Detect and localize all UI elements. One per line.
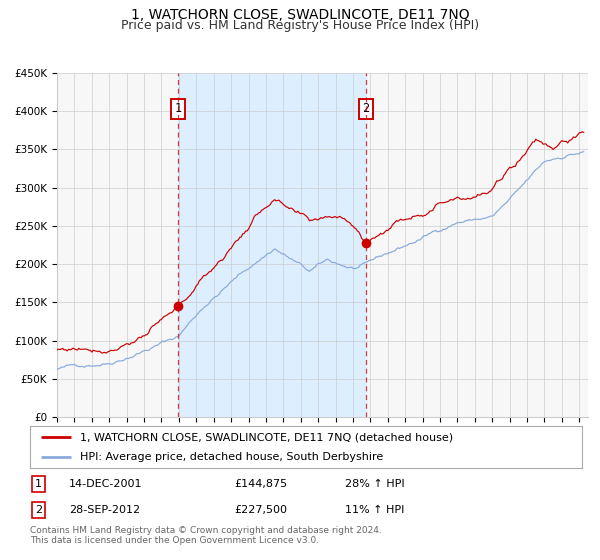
Text: 11% ↑ HPI: 11% ↑ HPI [344, 505, 404, 515]
Text: HPI: Average price, detached house, South Derbyshire: HPI: Average price, detached house, Sout… [80, 452, 383, 462]
Text: 28% ↑ HPI: 28% ↑ HPI [344, 479, 404, 489]
Text: 2: 2 [362, 102, 369, 115]
Text: 14-DEC-2001: 14-DEC-2001 [68, 479, 142, 489]
Text: 1, WATCHORN CLOSE, SWADLINCOTE, DE11 7NQ (detached house): 1, WATCHORN CLOSE, SWADLINCOTE, DE11 7NQ… [80, 432, 453, 442]
Text: This data is licensed under the Open Government Licence v3.0.: This data is licensed under the Open Gov… [30, 536, 319, 545]
Bar [178, 73, 365, 417]
Text: Contains HM Land Registry data © Crown copyright and database right 2024.: Contains HM Land Registry data © Crown c… [30, 526, 382, 535]
Text: 1, WATCHORN CLOSE, SWADLINCOTE, DE11 7NQ: 1, WATCHORN CLOSE, SWADLINCOTE, DE11 7NQ [131, 8, 469, 22]
Text: £227,500: £227,500 [234, 505, 287, 515]
Text: 2: 2 [35, 505, 42, 515]
Text: Price paid vs. HM Land Registry's House Price Index (HPI): Price paid vs. HM Land Registry's House … [121, 19, 479, 32]
Text: 1: 1 [175, 102, 182, 115]
Text: 1: 1 [35, 479, 42, 489]
Text: 28-SEP-2012: 28-SEP-2012 [68, 505, 140, 515]
Text: £144,875: £144,875 [234, 479, 287, 489]
